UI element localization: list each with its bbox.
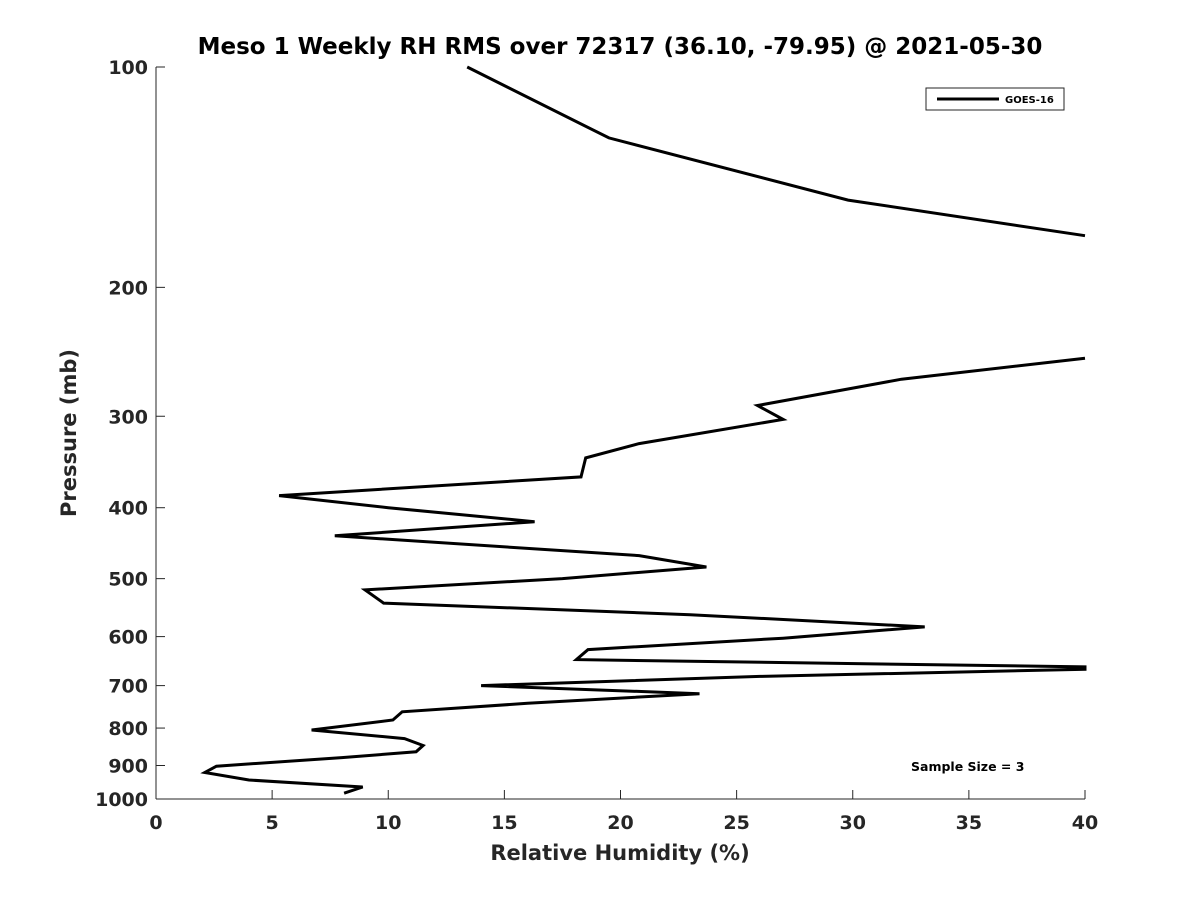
series-group <box>200 65 1087 795</box>
y-tick-label: 800 <box>108 718 148 740</box>
x-tick-label: 40 <box>1072 812 1098 834</box>
y-tick-label: 100 <box>108 57 148 79</box>
x-tick-label: 25 <box>723 812 749 834</box>
x-tick-label: 30 <box>840 812 866 834</box>
x-axis-label: Relative Humidity (%) <box>490 841 749 865</box>
y-tick-label: 200 <box>108 277 148 299</box>
y-axis-label: Pressure (mb) <box>57 349 81 517</box>
y-tick-label: 700 <box>108 676 148 698</box>
tick-group: 0 5 10 15 20 25 30 35 40 100 200 300 400 500 600 700 800… <box>95 57 1098 834</box>
y-tick-label: 300 <box>108 406 148 428</box>
series-line-goes-16 <box>466 65 1086 238</box>
x-tick-label: 0 <box>149 812 162 834</box>
y-tick-label: 900 <box>108 756 148 778</box>
legend-label: GOES-16 <box>1005 95 1054 106</box>
sample-size-annotation: Sample Size = 3 <box>911 759 1024 774</box>
chart-title: Meso 1 Weekly RH RMS over 72317 (36.10, … <box>198 34 1043 60</box>
x-tick-label: 20 <box>607 812 633 834</box>
x-tick-label: 15 <box>491 812 517 834</box>
x-tick-label: 10 <box>375 812 401 834</box>
x-tick-label: 5 <box>266 812 279 834</box>
y-tick-label: 500 <box>108 569 148 591</box>
x-tick-label: 35 <box>956 812 982 834</box>
series-line-goes-16 <box>200 356 1087 795</box>
y-tick-label: 400 <box>108 498 148 520</box>
y-tick-label: 600 <box>108 627 148 649</box>
legend: GOES-16 <box>925 87 1065 111</box>
y-tick-label: 1000 <box>95 789 148 811</box>
